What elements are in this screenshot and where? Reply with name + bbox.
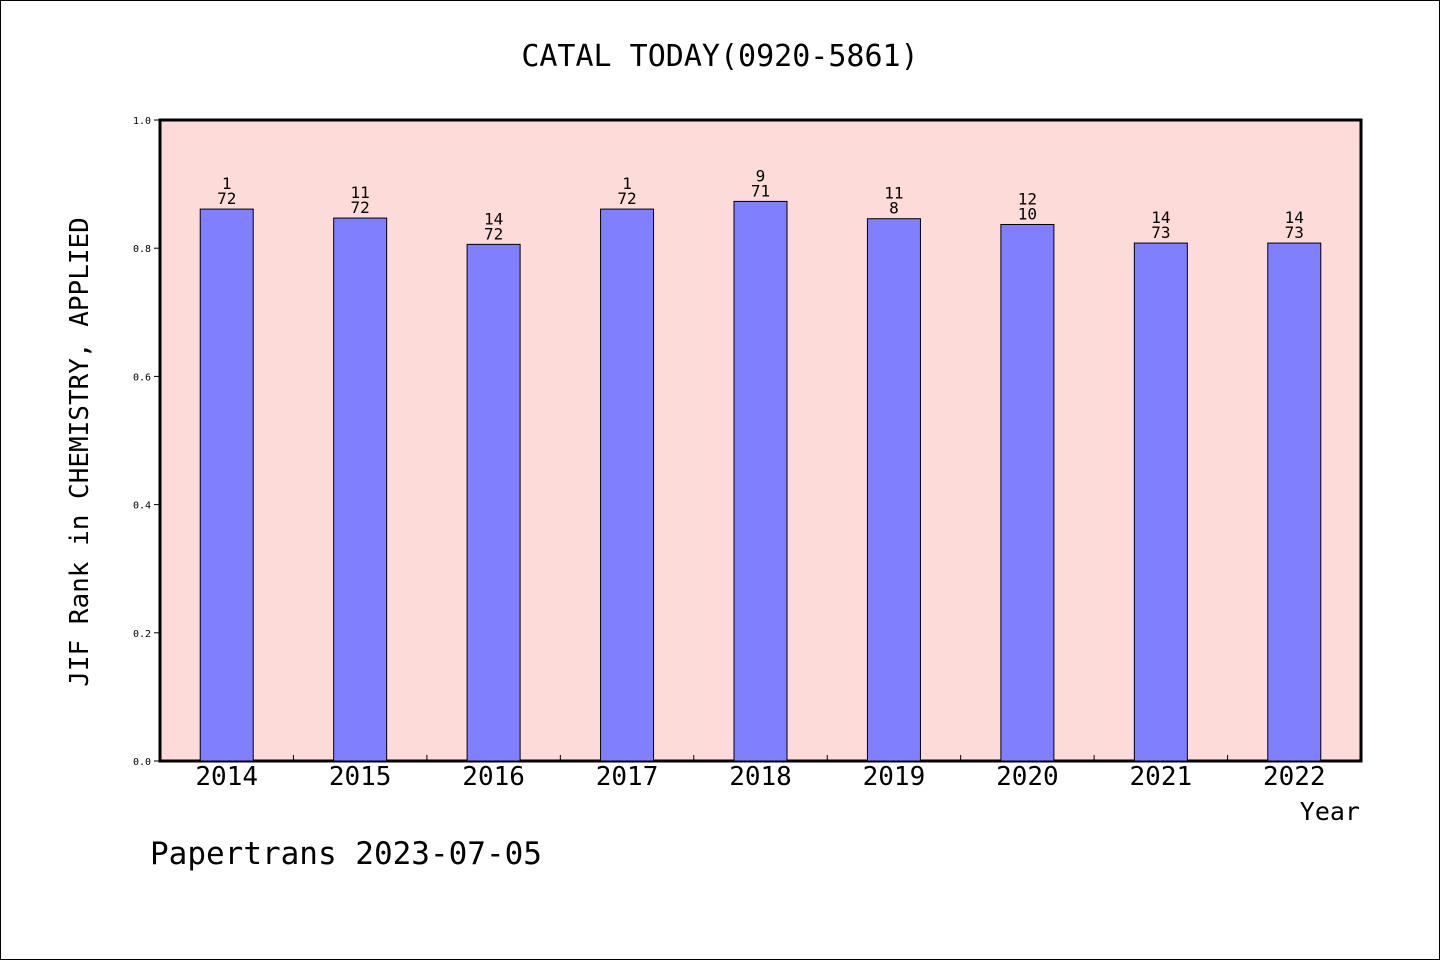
x-axis-label: Year <box>1300 797 1360 826</box>
bar-label-total: 72 <box>351 198 370 217</box>
y-axis-label: JIF Rank in CHEMISTRY, APPLIED <box>65 217 95 687</box>
y-tick-label: 0.6 <box>133 372 151 383</box>
bar-label-total: 71 <box>751 181 770 200</box>
bar <box>199 208 254 762</box>
y-tick-label: 1.0 <box>133 116 151 127</box>
y-tick-label: 0.0 <box>133 757 151 768</box>
bar <box>1267 242 1322 762</box>
bar-label-rank: 11 <box>884 184 903 203</box>
x-tick-label: 2015 <box>329 762 392 792</box>
bar-label-total: 72 <box>484 224 503 243</box>
y-tick-label: 0.8 <box>133 244 151 255</box>
bar <box>1133 242 1188 762</box>
x-tick-label: 2022 <box>1263 762 1326 792</box>
x-axis: 2014 2015 2016 2017 2018 2019 2020 2021 2022 <box>195 755 1326 792</box>
y-tick-label: 0.2 <box>133 629 151 640</box>
x-tick-label: 2018 <box>729 762 792 792</box>
bar <box>333 217 388 762</box>
bar-label-rank: 14 <box>1151 208 1170 227</box>
footer-credit: Papertrans 2023-07-05 <box>150 836 542 872</box>
bar-label-rank: 14 <box>1285 208 1304 227</box>
y-tick-label: 0.4 <box>133 501 151 512</box>
bar-label-rank: 1 <box>222 174 232 193</box>
x-tick-label: 2019 <box>863 762 926 792</box>
bar-label-total: 72 <box>217 189 236 208</box>
bar <box>866 218 921 762</box>
bar-label-total: 8 <box>889 199 899 218</box>
x-tick-label: 2014 <box>195 762 258 792</box>
bar-label-total: 73 <box>1285 223 1304 242</box>
bar-label-rank: 11 <box>351 183 370 202</box>
x-tick-label: 2020 <box>996 762 1059 792</box>
chart-title: CATAL TODAY(0920-5861) <box>521 39 918 74</box>
bar-label-rank: 1 <box>622 174 632 193</box>
x-tick-label: 2016 <box>462 762 525 792</box>
bar-label-rank: 9 <box>756 166 766 185</box>
bar-label-rank: 14 <box>484 209 503 228</box>
x-tick-label: 2017 <box>596 762 659 792</box>
bar-label-total: 72 <box>617 189 636 208</box>
bar-label-total: 10 <box>1018 204 1037 223</box>
y-axis: 0.0 0.2 0.4 0.6 0.8 1.0 <box>133 116 160 768</box>
bar <box>466 243 521 762</box>
x-tick-label: 2021 <box>1130 762 1193 792</box>
bar <box>1000 223 1055 762</box>
bar-label-total: 73 <box>1151 223 1170 242</box>
bar <box>733 200 788 762</box>
bar <box>600 208 655 762</box>
bar-label-rank: 12 <box>1018 189 1037 208</box>
